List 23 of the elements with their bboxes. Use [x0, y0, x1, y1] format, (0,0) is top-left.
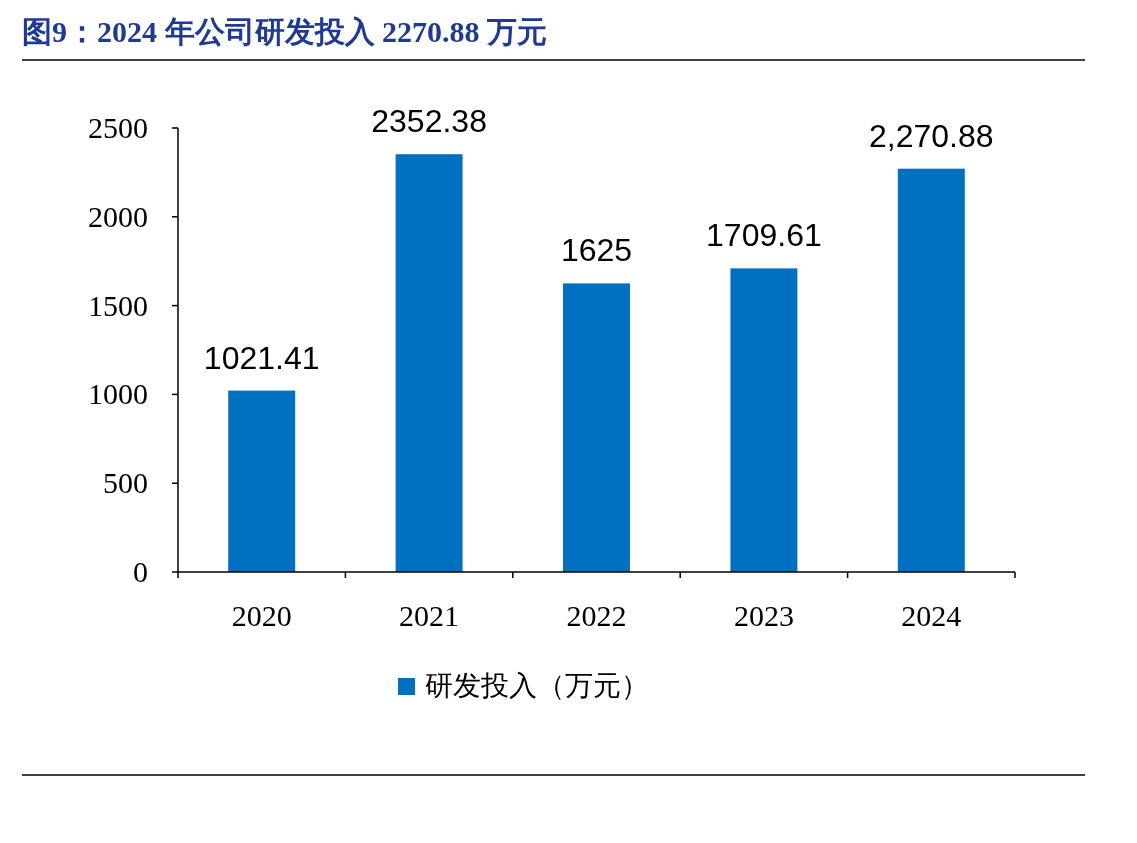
legend-label: 研发投入（万元） — [425, 670, 649, 701]
bar — [563, 283, 630, 572]
data-label: 2352.38 — [371, 103, 487, 140]
y-tick-label: 1000 — [88, 377, 148, 411]
x-tick-label: 2020 — [231, 599, 292, 632]
y-tick-label: 1500 — [88, 288, 148, 322]
data-label: 1625 — [560, 232, 633, 269]
bar — [897, 168, 965, 572]
data-label: 1021.41 — [203, 339, 320, 376]
y-tick-label: 500 — [103, 466, 148, 500]
y-tick-label: 0 — [133, 555, 148, 588]
x-tick-label: 2024 — [901, 599, 962, 632]
bar — [228, 390, 296, 572]
bar — [395, 154, 463, 572]
data-label: 1709.61 — [706, 217, 822, 254]
bar — [730, 268, 798, 572]
chart-title: 图9：2024 年公司研发投入 2270.88 万元 — [22, 15, 547, 48]
x-tick-label: 2023 — [733, 599, 794, 632]
x-tick-label: 2021 — [399, 599, 460, 632]
data-label: 2,270.88 — [869, 117, 994, 154]
y-tick-label: 2000 — [88, 199, 148, 233]
y-tick-label: 2500 — [88, 111, 148, 144]
x-tick-label: 2022 — [566, 599, 627, 632]
